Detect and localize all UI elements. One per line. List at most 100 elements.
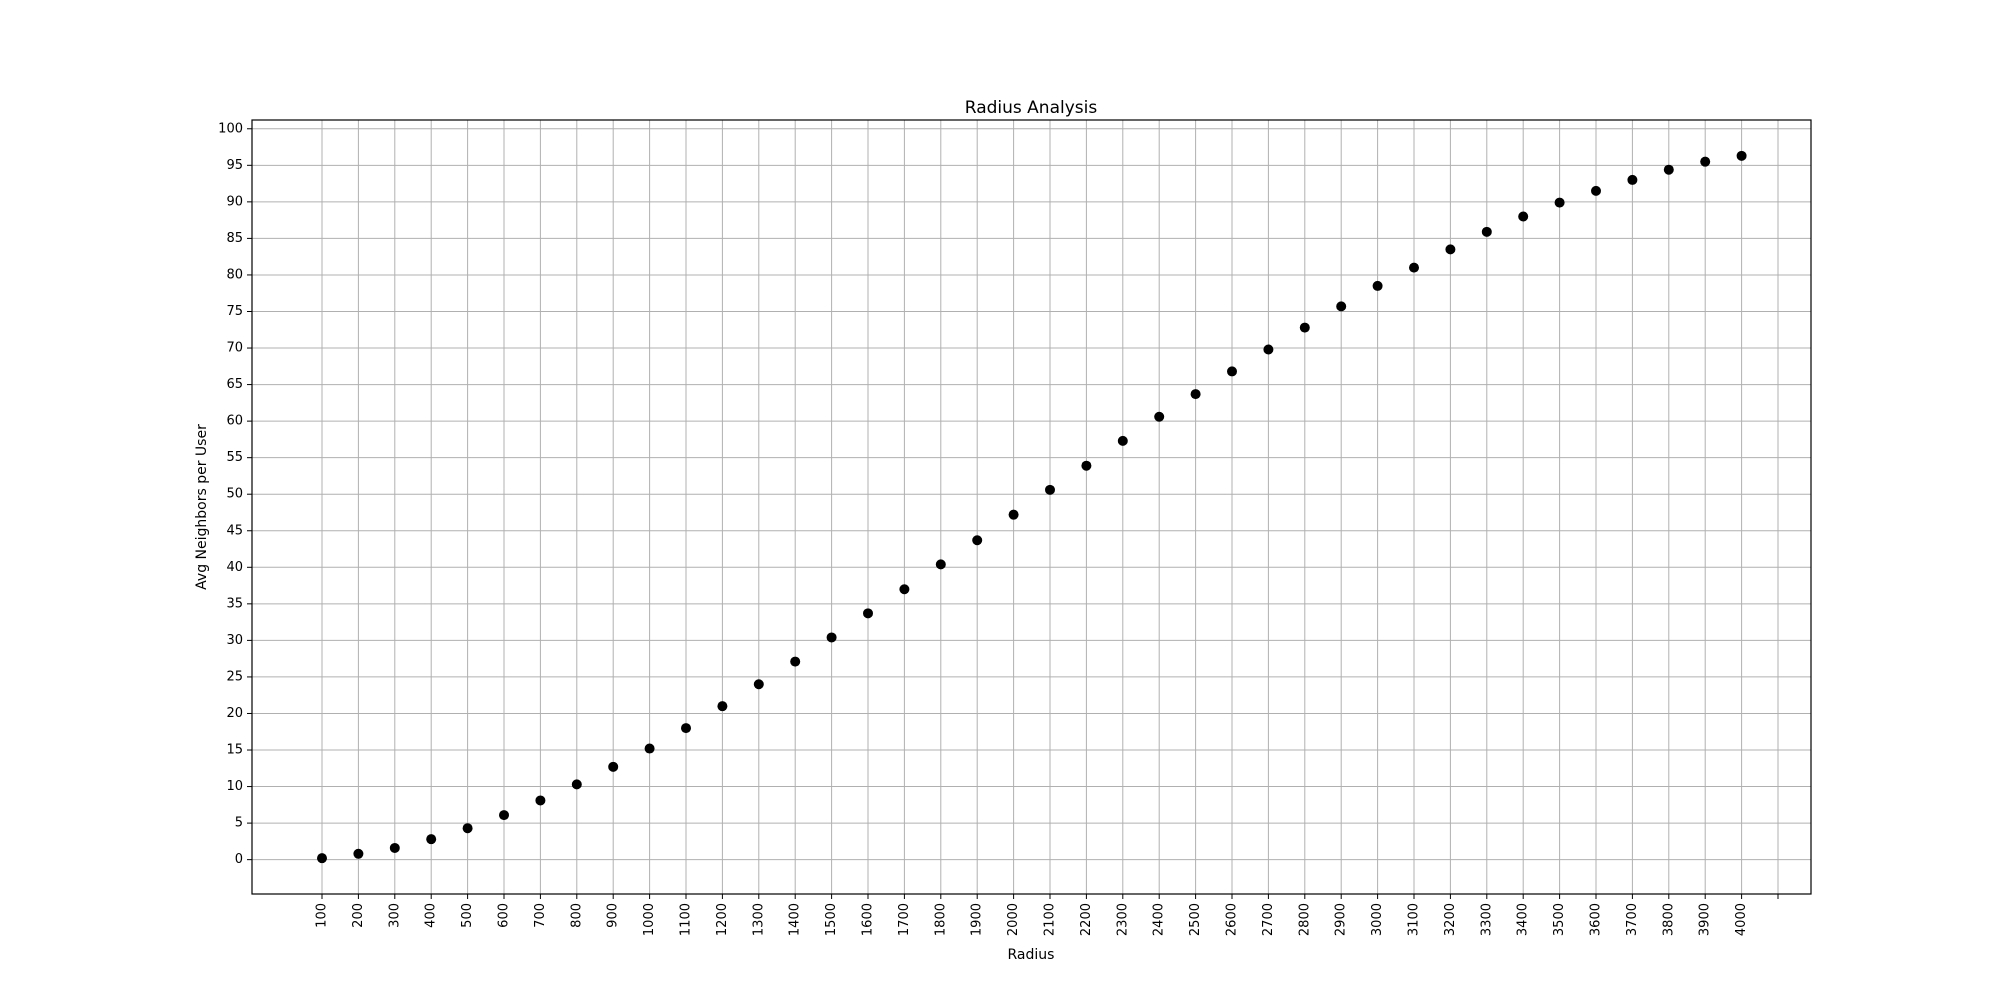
data-point — [1736, 150, 1747, 161]
x-tick-label: 500 — [460, 903, 475, 928]
x-tick-label: 3800 — [1661, 903, 1676, 936]
x-tick-label: 1800 — [933, 903, 948, 936]
x-tick-label: 700 — [533, 903, 548, 928]
chart-title: Radius Analysis — [965, 98, 1098, 118]
data-point — [389, 842, 400, 853]
y-tick-label: 50 — [226, 487, 243, 502]
x-tick-label: 2600 — [1225, 903, 1240, 936]
x-tick-label: 2100 — [1043, 903, 1058, 936]
x-tick-label: 3400 — [1516, 903, 1531, 936]
x-tick-label: 3900 — [1698, 903, 1713, 936]
x-tick-label: 2000 — [1006, 903, 1021, 936]
x-tick-label: 2400 — [1152, 903, 1167, 936]
grid-lines — [252, 120, 1811, 894]
x-tick-label: 1700 — [897, 903, 912, 936]
data-point — [1336, 301, 1347, 312]
x-tick-label: 1100 — [679, 903, 694, 936]
x-tick-label: 3700 — [1625, 903, 1640, 936]
y-tick-label: 25 — [226, 669, 243, 684]
data-point — [499, 810, 509, 821]
y-tick-label: 75 — [226, 304, 243, 319]
data-point — [1518, 211, 1529, 222]
y-axis-label: Avg Neighbors per User — [194, 424, 210, 590]
data-point — [753, 679, 764, 690]
x-tick-label: 3100 — [1407, 903, 1422, 936]
y-tick-label: 90 — [226, 194, 243, 209]
x-tick-label: 3500 — [1552, 903, 1567, 936]
data-point — [1299, 322, 1310, 333]
data-point — [1227, 366, 1237, 377]
y-tick-label: 40 — [226, 560, 243, 575]
x-tick-label: 1300 — [751, 903, 766, 936]
y-tick-label: 60 — [226, 414, 243, 429]
data-point — [1190, 389, 1201, 400]
x-tick-label: 600 — [497, 903, 512, 928]
data-point — [863, 608, 873, 619]
x-tick-label: 900 — [606, 903, 621, 928]
x-tick-label: 2800 — [1297, 903, 1312, 936]
x-tick-label: 1400 — [788, 903, 803, 936]
data-point — [1591, 185, 1601, 196]
data-point — [608, 761, 619, 772]
data-point — [972, 535, 983, 546]
x-tick-label: 800 — [569, 903, 584, 928]
data-point — [1481, 226, 1492, 237]
data-point — [681, 723, 691, 734]
y-tick-label: 0 — [235, 852, 243, 867]
y-tick-label: 10 — [226, 779, 243, 794]
data-point — [899, 584, 910, 595]
y-tick-label: 55 — [226, 450, 243, 465]
x-tick-label: 2500 — [1188, 903, 1203, 936]
x-tick-label: 2300 — [1115, 903, 1130, 936]
x-tick-label: 400 — [424, 903, 439, 928]
y-tick-label: 30 — [226, 633, 243, 648]
data-points — [317, 150, 1747, 864]
data-point — [1663, 164, 1674, 175]
data-point — [1154, 411, 1165, 422]
data-point — [1554, 197, 1565, 208]
data-point — [1008, 509, 1019, 520]
x-tick-label: 1500 — [824, 903, 839, 936]
x-tick-label: 1200 — [715, 903, 730, 936]
data-point — [1627, 174, 1638, 185]
data-point — [426, 834, 437, 845]
x-tick-label: 3300 — [1479, 903, 1494, 936]
data-point — [1263, 344, 1274, 355]
x-tick-label: 3200 — [1443, 903, 1458, 936]
data-point — [317, 853, 327, 864]
data-point — [790, 656, 801, 667]
y-tick-label: 45 — [226, 523, 243, 538]
x-tick-label: 2900 — [1334, 903, 1349, 936]
data-point — [1045, 484, 1055, 495]
x-tick-label: 3000 — [1370, 903, 1385, 936]
y-tick-label: 15 — [226, 743, 243, 758]
x-axis-label: Radius — [1008, 947, 1055, 963]
data-point — [1445, 244, 1456, 255]
x-tick-label: 200 — [351, 903, 366, 928]
y-tick-label: 5 — [235, 816, 243, 831]
data-point — [1409, 262, 1419, 273]
x-tick-label: 1600 — [861, 903, 876, 936]
data-point — [644, 743, 655, 754]
data-point — [1117, 435, 1128, 446]
data-point — [353, 848, 364, 859]
data-point — [1700, 156, 1711, 167]
x-tick-label: 1900 — [970, 903, 985, 936]
data-point — [1081, 460, 1092, 471]
data-point — [1372, 280, 1383, 291]
data-point — [826, 632, 837, 643]
x-tick-label: 2200 — [1079, 903, 1094, 936]
y-tick-label: 95 — [226, 158, 243, 173]
x-tick-label: 4000 — [1734, 903, 1749, 936]
axis-ticks: 100 200 300 400 500 600 700 800 900 1000 1100 1200 1… — [218, 121, 1779, 936]
x-tick-label: 100 — [315, 903, 330, 928]
plot-area-frame — [251, 119, 1812, 895]
data-point — [462, 823, 473, 834]
data-point — [935, 559, 946, 570]
x-tick-label: 1000 — [642, 903, 657, 936]
x-tick-label: 300 — [387, 903, 402, 928]
data-point — [571, 779, 582, 790]
y-tick-label: 85 — [226, 231, 243, 246]
